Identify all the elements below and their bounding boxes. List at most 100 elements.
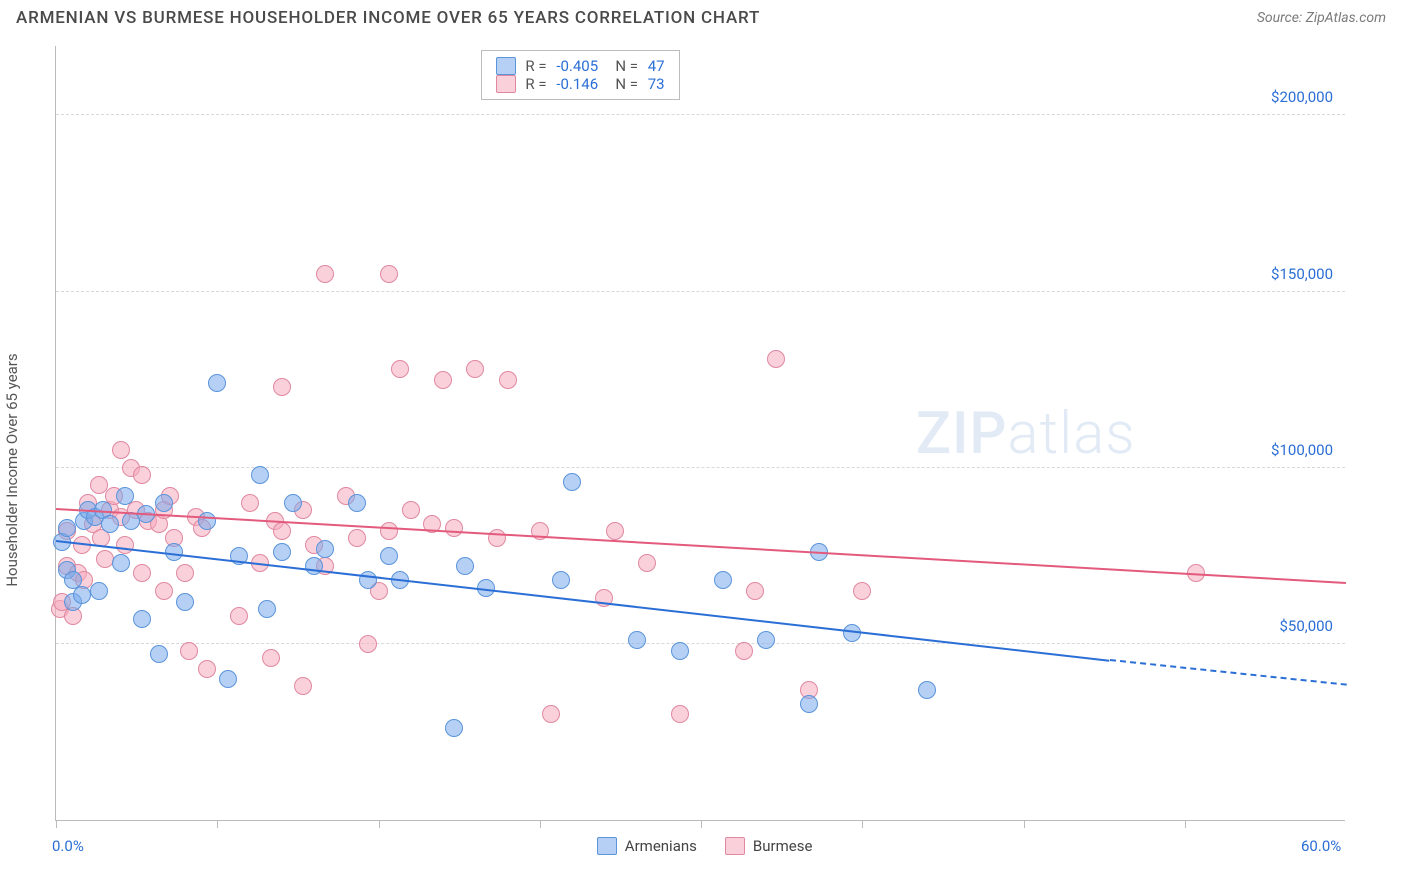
- data-point: [445, 519, 463, 537]
- regression-line: [56, 508, 1346, 584]
- x-tick: [1185, 820, 1186, 828]
- data-point: [402, 501, 420, 519]
- source-name: ZipAtlas.com: [1306, 10, 1386, 26]
- data-point: [800, 695, 818, 713]
- data-point: [176, 593, 194, 611]
- data-point: [542, 705, 560, 723]
- n-value: 73: [648, 75, 665, 93]
- data-point: [316, 265, 334, 283]
- data-point: [230, 607, 248, 625]
- data-point: [380, 547, 398, 565]
- data-point: [90, 582, 108, 600]
- data-point: [746, 582, 764, 600]
- data-point: [176, 564, 194, 582]
- x-tick: [540, 820, 541, 828]
- data-point: [757, 631, 775, 649]
- data-point: [284, 494, 302, 512]
- legend-label: Armenians: [625, 837, 697, 855]
- legend-item: Armenians: [597, 837, 697, 855]
- correlation-legend: R = -0.405 N = 47 R = -0.146 N = 73: [481, 50, 680, 100]
- data-point: [116, 487, 134, 505]
- r-value: -0.146: [556, 75, 598, 93]
- data-point: [198, 512, 216, 530]
- data-point: [843, 624, 861, 642]
- gridline: [56, 291, 1345, 292]
- data-point: [133, 564, 151, 582]
- data-point: [155, 582, 173, 600]
- data-point: [735, 642, 753, 660]
- chart-header: ARMENIAN VS BURMESE HOUSEHOLDER INCOME O…: [0, 0, 1406, 36]
- data-point: [391, 360, 409, 378]
- data-point: [155, 494, 173, 512]
- data-point: [359, 635, 377, 653]
- data-point: [219, 670, 237, 688]
- data-point: [918, 681, 936, 699]
- data-point: [258, 600, 276, 618]
- data-point: [305, 557, 323, 575]
- data-point: [380, 265, 398, 283]
- data-point: [273, 378, 291, 396]
- legend-swatch: [597, 837, 617, 855]
- data-point: [466, 360, 484, 378]
- legend-swatch: [725, 837, 745, 855]
- gridline: [56, 467, 1345, 468]
- n-label: N =: [604, 57, 642, 75]
- data-point: [348, 494, 366, 512]
- gridline: [56, 114, 1345, 115]
- x-max-label: 60.0%: [1301, 837, 1341, 855]
- data-point: [316, 540, 334, 558]
- data-point: [251, 466, 269, 484]
- data-point: [58, 519, 76, 537]
- data-point: [116, 536, 134, 554]
- series-legend: ArmeniansBurmese: [597, 837, 813, 855]
- y-tick-label: $50,000: [1279, 617, 1333, 635]
- source-prefix: Source:: [1257, 10, 1306, 26]
- data-point: [273, 522, 291, 540]
- data-point: [273, 543, 291, 561]
- data-point: [552, 571, 570, 589]
- y-tick-label: $100,000: [1271, 441, 1333, 459]
- data-point: [73, 586, 91, 604]
- data-point: [101, 515, 119, 533]
- n-label: N =: [604, 75, 642, 93]
- data-point: [380, 522, 398, 540]
- source-attribution: Source: ZipAtlas.com: [1257, 10, 1386, 26]
- data-point: [628, 631, 646, 649]
- scatter-plot: $50,000 $100,000 $150,000 $200,000 ZIPatlas: [55, 46, 1345, 821]
- y-tick-label: $200,000: [1271, 88, 1333, 106]
- regression-line: [1109, 659, 1346, 686]
- data-point: [499, 371, 517, 389]
- legend-row: R = -0.405 N = 47: [496, 57, 665, 75]
- data-point: [563, 473, 581, 491]
- data-point: [671, 642, 689, 660]
- chart-container: Householder Income Over 65 years $50,000…: [0, 36, 1406, 886]
- data-point: [445, 719, 463, 737]
- r-label: R =: [522, 57, 551, 75]
- data-point: [671, 705, 689, 723]
- data-point: [180, 642, 198, 660]
- x-tick: [1024, 820, 1025, 828]
- x-tick: [701, 820, 702, 828]
- data-point: [112, 441, 130, 459]
- data-point: [456, 557, 474, 575]
- x-tick: [379, 820, 380, 828]
- y-tick-label: $150,000: [1271, 265, 1333, 283]
- data-point: [294, 677, 312, 695]
- data-point: [714, 571, 732, 589]
- legend-swatch: [496, 57, 516, 75]
- x-tick: [862, 820, 863, 828]
- x-min-label: 0.0%: [52, 837, 84, 855]
- r-value: -0.405: [556, 57, 598, 75]
- gridline: [56, 643, 1345, 644]
- data-point: [112, 554, 130, 572]
- watermark: ZIPatlas: [916, 400, 1136, 468]
- data-point: [133, 610, 151, 628]
- chart-title: ARMENIAN VS BURMESE HOUSEHOLDER INCOME O…: [16, 8, 760, 28]
- data-point: [198, 660, 216, 678]
- data-point: [434, 371, 452, 389]
- data-point: [262, 649, 280, 667]
- data-point: [767, 350, 785, 368]
- legend-swatch: [496, 75, 516, 93]
- data-point: [208, 374, 226, 392]
- y-axis-label: Householder Income Over 65 years: [3, 353, 21, 586]
